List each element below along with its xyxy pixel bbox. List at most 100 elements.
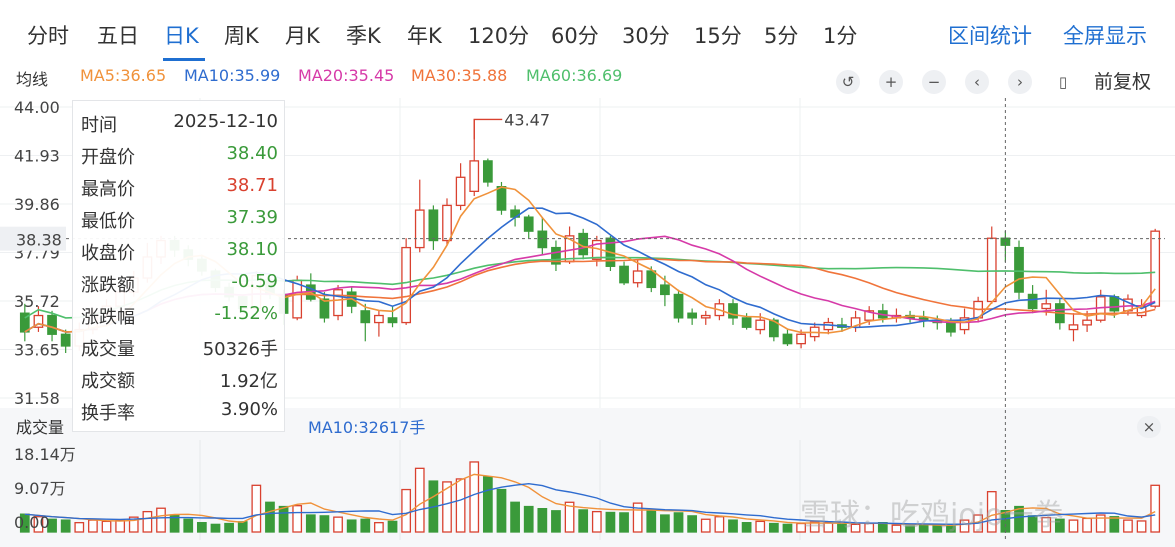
price-adjust-dropdown[interactable]: 前复权: [1094, 71, 1152, 93]
ma30-value: MA30:35.88: [411, 66, 508, 85]
volume-tick-label: 18.14万: [14, 445, 76, 464]
candle-body: [496, 186, 507, 211]
volume-bar: [551, 510, 561, 533]
candle-style-icon[interactable]: ▯: [1058, 73, 1068, 91]
tab-8[interactable]: 60分: [551, 24, 599, 48]
price-tick-label: 35.72: [14, 292, 60, 311]
candle-body: [632, 270, 643, 284]
tooltip-value: 3.90%: [220, 399, 278, 420]
volume-bar: [1014, 505, 1024, 533]
volume-bar: [101, 520, 112, 533]
volume-bar: [455, 478, 466, 533]
volume-bar: [33, 516, 44, 533]
period-tab-bar: 分时 五日 日K 周K 月K 季K 年K 120分 60分 30分 15分 5分 1分 区间统计 全屏显…: [0, 0, 1175, 70]
candle-tooltip: 时间 2025-12-10 开盘价 38.40 最高价 38.71 最低价 37.39 收盘价 3…: [72, 100, 285, 432]
ma-legend: 均线 MA5:36.65 MA10:35.99 MA20:35.45 MA30:…: [0, 66, 1175, 92]
tooltip-row: 收盘价 38.10: [81, 239, 278, 269]
volume-bar: [714, 516, 725, 533]
volume-bar: [305, 514, 316, 533]
volume-bar: [632, 502, 643, 533]
tab-1[interactable]: 五日: [97, 24, 139, 48]
tab-7[interactable]: 120分: [468, 24, 530, 48]
tooltip-value: 38.40: [226, 143, 278, 164]
price-tick-label: 31.58: [14, 389, 60, 408]
tab-5[interactable]: 季K: [346, 24, 381, 48]
chevron-right-icon[interactable]: ›: [1008, 70, 1032, 94]
candle-body: [1109, 296, 1120, 312]
volume-bar: [986, 491, 997, 533]
volume-bar: [210, 523, 221, 533]
volume-bar: [755, 520, 766, 533]
tooltip-row: 涨跌额 -0.59: [81, 271, 278, 301]
volume-bar: [768, 522, 779, 533]
tooltip-key: 涨跌幅: [81, 307, 135, 328]
price-tick-label: 33.65: [14, 341, 60, 360]
volume-bar: [918, 524, 929, 533]
tooltip-value: 1.92亿: [219, 371, 278, 392]
tooltip-row: 最低价 37.39: [81, 207, 278, 237]
tab-2[interactable]: 日K: [164, 24, 199, 48]
tooltip-row: 最高价 38.71: [81, 175, 278, 205]
candle-body: [1068, 324, 1079, 331]
volume-bar: [537, 508, 548, 533]
volume-ma10-line: [24, 482, 1156, 526]
candle-body: [442, 204, 452, 242]
tooltip-key: 时间: [81, 115, 117, 136]
price-tick-label: 39.86: [14, 195, 60, 214]
candle-body: [428, 209, 439, 242]
candle-body: [60, 333, 71, 347]
candle-body: [319, 298, 330, 319]
candle-body: [728, 303, 738, 319]
candle-body: [741, 317, 752, 328]
tab-3[interactable]: 周K: [224, 24, 259, 48]
tab-6[interactable]: 年K: [407, 24, 442, 48]
volume-bar: [1041, 516, 1052, 533]
volume-bar: [660, 514, 670, 533]
volume-bar: [687, 515, 698, 533]
candle-body: [469, 160, 480, 192]
fullscreen-button[interactable]: 全屏显示: [1063, 24, 1147, 48]
candle-body: [768, 319, 779, 338]
undo-icon[interactable]: ↺: [836, 70, 860, 94]
ma60-value: MA60:36.69: [526, 66, 623, 85]
tab-11[interactable]: 5分: [764, 24, 799, 48]
candle-body: [946, 321, 956, 333]
tooltip-key: 收盘价: [81, 243, 135, 264]
candle-body: [1027, 293, 1038, 310]
tab-4[interactable]: 月K: [285, 24, 320, 48]
candle-body: [374, 314, 384, 324]
volume-bar: [1136, 520, 1147, 533]
tooltip-key: 最高价: [81, 179, 135, 200]
volume-bar: [905, 525, 915, 533]
tooltip-row: 成交额 1.92亿: [81, 367, 278, 397]
candle-body: [33, 314, 44, 328]
tab-10[interactable]: 15分: [694, 24, 742, 48]
chevron-left-icon[interactable]: ‹: [965, 70, 989, 94]
close-icon[interactable]: ×: [1137, 416, 1161, 438]
volume-bar: [115, 519, 126, 533]
tab-0[interactable]: 分时: [27, 24, 69, 48]
volume-bar: [374, 522, 384, 533]
candle-body: [1041, 303, 1052, 310]
zoom-in-icon[interactable]: +: [879, 70, 903, 94]
volume-bar: [1109, 516, 1120, 533]
tooltip-key: 涨跌额: [81, 275, 135, 296]
volume-bar: [442, 481, 452, 533]
volume-bar: [619, 512, 629, 533]
tab-9[interactable]: 30分: [622, 24, 670, 48]
volume-bar: [414, 467, 425, 533]
tab-12[interactable]: 1分: [823, 24, 858, 48]
volume-bar: [387, 520, 398, 533]
active-tab-underline: [163, 58, 205, 61]
volume-tick-label: 0.00: [14, 513, 50, 532]
volume-bar: [673, 512, 684, 533]
zoom-out-icon[interactable]: −: [922, 70, 946, 94]
volume-bar: [782, 523, 793, 533]
tooltip-row: 成交量 50326手: [81, 335, 278, 365]
candle-body: [523, 216, 534, 232]
range-stats-button[interactable]: 区间统计: [948, 24, 1032, 48]
watermark: 雪球：吃鸡jojo一拳: [800, 498, 1064, 533]
volume-bar: [1068, 519, 1079, 533]
tooltip-key: 开盘价: [81, 147, 135, 168]
volume-bar: [891, 524, 902, 533]
